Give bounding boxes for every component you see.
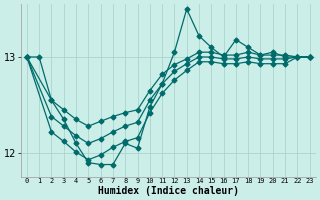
- X-axis label: Humidex (Indice chaleur): Humidex (Indice chaleur): [98, 186, 239, 196]
